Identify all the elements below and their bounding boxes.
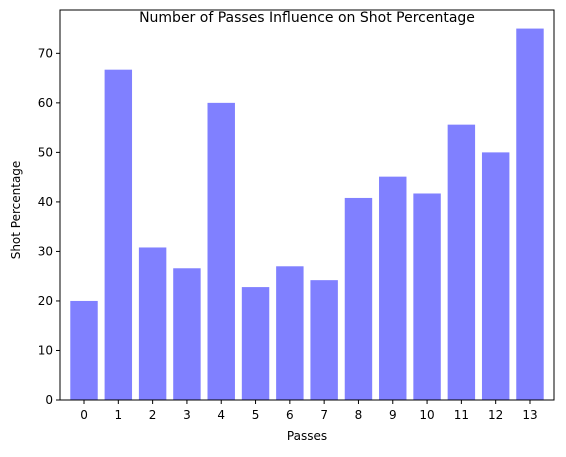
bar-0 — [70, 300, 98, 400]
y-axis-label: Shot Percentage — [9, 161, 23, 260]
y-tick-label: 0 — [45, 393, 53, 407]
x-tick-label: 4 — [217, 408, 225, 422]
bar-1 — [104, 69, 133, 401]
bar-6 — [276, 266, 304, 400]
x-tick-label: 11 — [454, 408, 469, 422]
x-tick-label: 8 — [355, 408, 363, 422]
x-tick-label: 1 — [114, 408, 122, 422]
bar-8 — [344, 197, 373, 400]
bar-5 — [241, 287, 270, 400]
plot-frame — [59, 9, 555, 401]
x-tick-label: 13 — [522, 408, 537, 422]
bar-2 — [138, 247, 167, 400]
y-tick-label: 20 — [38, 294, 53, 308]
x-tick-label: 6 — [286, 408, 294, 422]
chart-title: Number of Passes Influence on Shot Perce… — [139, 10, 475, 26]
x-tick-label: 2 — [149, 408, 157, 422]
x-axis: 0 1 2 3 4 5 6 7 8 9 10 11 12 13 — [80, 400, 538, 422]
y-axis: 0 10 20 30 40 50 60 70 — [38, 46, 60, 407]
y-tick-label: 40 — [38, 195, 53, 209]
x-tick-label: 12 — [488, 408, 503, 422]
y-tick-label: 10 — [38, 343, 53, 357]
x-axis-label: Passes — [287, 429, 327, 443]
x-tick-label: 7 — [320, 408, 328, 422]
bars-group — [70, 28, 544, 401]
bar-10 — [413, 193, 441, 400]
bar-13 — [516, 28, 544, 400]
y-tick-label: 60 — [38, 96, 53, 110]
x-tick-label: 10 — [419, 408, 434, 422]
bar-9 — [379, 176, 407, 400]
bar-11 — [447, 124, 476, 401]
y-tick-label: 50 — [38, 145, 53, 159]
bar-7 — [310, 280, 338, 400]
bar-4 — [207, 102, 235, 401]
y-tick-label: 30 — [38, 244, 53, 258]
bar-3 — [173, 268, 201, 400]
x-tick-label: 0 — [80, 408, 88, 422]
x-tick-label: 3 — [183, 408, 191, 422]
x-tick-label: 9 — [389, 408, 397, 422]
bar-12 — [481, 152, 510, 400]
x-tick-label: 5 — [252, 408, 260, 422]
y-tick-label: 70 — [38, 46, 53, 60]
